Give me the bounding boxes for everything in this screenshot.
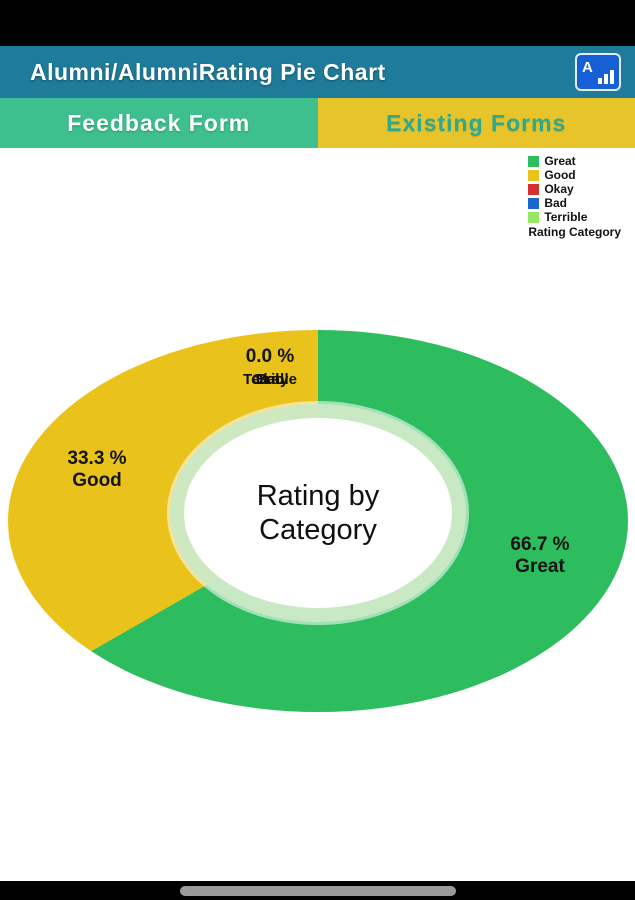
slice-label-good: 33.3 % Good: [27, 448, 167, 492]
report-chart-icon[interactable]: A: [575, 53, 621, 91]
slice-label-zero: 0.0 % Terrible Okay Bad: [200, 346, 340, 389]
tab-existing-forms[interactable]: Existing Forms: [317, 98, 635, 148]
slice-name-zero-overlap: Terrible Okay Bad: [200, 369, 340, 389]
slice-name-bad: Bad: [255, 371, 285, 388]
legend-item: Terrible: [528, 211, 621, 224]
donut-hole: Rating by Category: [184, 418, 452, 609]
legend-swatch: [528, 184, 540, 195]
slice-pct-good: 33.3 %: [67, 448, 127, 469]
pie-chart: Rating by Category: [8, 330, 628, 712]
page-title: Alumni/AlumniRating Pie Chart: [30, 58, 386, 85]
slice-name-okay: Okay: [251, 371, 289, 388]
legend-label: Terrible: [544, 210, 588, 224]
bar-chart-glyph-icon: [598, 70, 614, 84]
legend-label: Bad: [544, 196, 567, 210]
slice-pct-great: 66.7 %: [510, 534, 570, 555]
app-header: Alumni/AlumniRating Pie Chart A: [0, 46, 635, 98]
status-bar: [0, 0, 635, 46]
legend-label: Okay: [544, 182, 574, 196]
legend-item: Bad: [528, 197, 621, 210]
slice-name-terrible: Terrible: [243, 371, 297, 388]
legend-swatch: [528, 170, 540, 181]
legend-title: Rating Category: [528, 225, 621, 239]
legend-item: Okay: [528, 183, 621, 196]
bottom-bar: [0, 881, 635, 900]
slice-pct-zero: 0.0 %: [245, 346, 295, 367]
legend-item: Good: [528, 169, 621, 182]
legend-item: Great: [528, 155, 621, 168]
legend-label: Great: [544, 154, 576, 168]
slice-name-good: Good: [72, 470, 122, 491]
icon-letter: A: [582, 59, 593, 76]
slice-label-great: 66.7 % Great: [470, 534, 610, 578]
slice-name-great: Great: [515, 556, 565, 577]
chart-area: Great Good Okay Bad Terrible Rating Category …: [0, 148, 635, 881]
legend-label: Good: [544, 168, 576, 182]
legend-swatch: [528, 156, 540, 167]
legend: Great Good Okay Bad Terrible Rating Category: [528, 155, 621, 240]
legend-swatch: [528, 198, 540, 209]
legend-swatch: [528, 212, 540, 223]
chart-title: Rating by Category: [256, 479, 380, 547]
scroll-handle[interactable]: [179, 885, 456, 896]
tab-bar: Feedback Form Existing Forms: [0, 98, 635, 148]
tab-feedback-form[interactable]: Feedback Form: [0, 98, 318, 148]
